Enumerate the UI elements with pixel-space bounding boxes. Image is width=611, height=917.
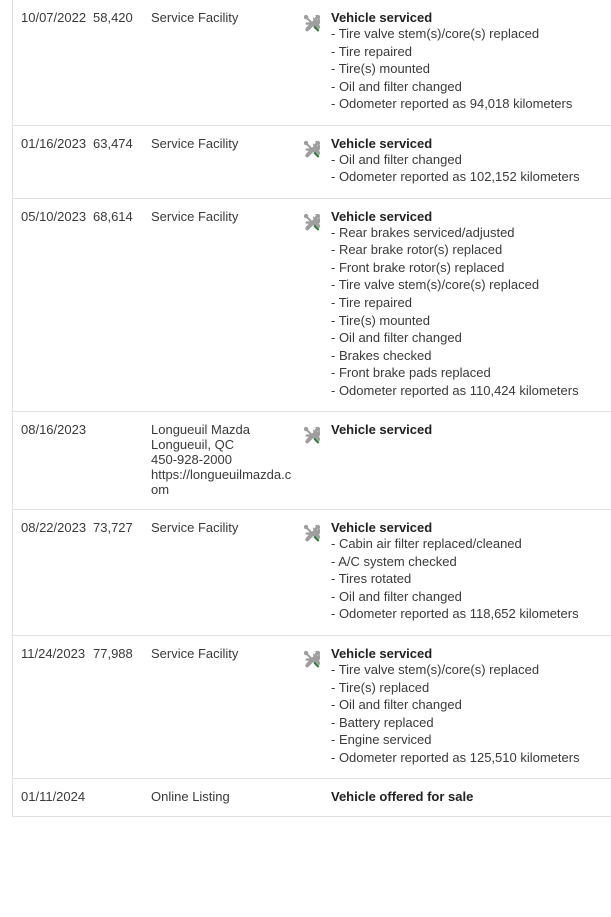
detail-line: - A/C system checked [331, 553, 611, 571]
date-cell: 08/22/2023 [21, 520, 93, 623]
detail-line: - Odometer reported as 110,424 kilometer… [331, 382, 611, 400]
detail-line: - Brakes checked [331, 347, 611, 365]
source-line: Service Facility [151, 646, 293, 661]
detail-line: - Oil and filter changed [331, 78, 611, 96]
icon-cell [301, 646, 331, 766]
event-heading: Vehicle serviced [331, 209, 432, 224]
source-line: Service Facility [151, 209, 293, 224]
detail-line: - Tire(s) replaced [331, 679, 611, 697]
mileage-cell: 68,614 [93, 209, 151, 399]
date-cell: 11/24/2023 [21, 646, 93, 766]
detail-line: - Cabin air filter replaced/cleaned [331, 535, 611, 553]
source-line: https://longueuilmazda.com [151, 467, 293, 497]
detail-line: - Tire valve stem(s)/core(s) replaced [331, 25, 611, 43]
mileage-cell: 73,727 [93, 520, 151, 623]
icon-cell [301, 520, 331, 623]
event-heading: Vehicle serviced [331, 136, 432, 151]
history-row: 11/24/202377,988Service Facility Vehicle… [13, 636, 611, 779]
wrench-icon [301, 211, 323, 233]
detail-line: - Front brake pads replaced [331, 364, 611, 382]
detail-line: - Battery replaced [331, 714, 611, 732]
wrench-icon [301, 12, 323, 34]
source-cell: Service Facility [151, 10, 301, 113]
detail-line: - Rear brake rotor(s) replaced [331, 241, 611, 259]
detail-line: - Oil and filter changed [331, 329, 611, 347]
date-cell: 10/07/2022 [21, 10, 93, 113]
source-cell: Service Facility [151, 136, 301, 186]
detail-line: - Rear brakes serviced/adjusted [331, 224, 611, 242]
icon-cell [301, 422, 331, 497]
date-cell: 08/16/2023 [21, 422, 93, 497]
detail-line: - Tire repaired [331, 294, 611, 312]
source-line: Service Facility [151, 520, 293, 535]
detail-line: - Tire valve stem(s)/core(s) replaced [331, 276, 611, 294]
event-heading: Vehicle serviced [331, 422, 432, 437]
detail-line: - Oil and filter changed [331, 151, 611, 169]
source-line: 450-928-2000 [151, 452, 293, 467]
detail-line: - Tire valve stem(s)/core(s) replaced [331, 661, 611, 679]
event-heading: Vehicle serviced [331, 646, 432, 661]
mileage-cell: 77,988 [93, 646, 151, 766]
event-heading: Vehicle serviced [331, 10, 432, 25]
detail-line: - Oil and filter changed [331, 588, 611, 606]
source-cell: Service Facility [151, 520, 301, 623]
mileage-cell: 63,474 [93, 136, 151, 186]
icon-cell [301, 209, 331, 399]
date-cell: 01/11/2024 [21, 789, 93, 804]
vehicle-history-table: 10/07/202258,420Service Facility Vehicle… [12, 0, 611, 817]
source-cell: Longueuil MazdaLongueuil, QC450-928-2000… [151, 422, 301, 497]
details-cell: Vehicle serviced- Tire valve stem(s)/cor… [331, 646, 611, 766]
history-row: 05/10/202368,614Service Facility Vehicle… [13, 199, 611, 412]
mileage-cell [93, 422, 151, 497]
details-cell: Vehicle serviced- Oil and filter changed… [331, 136, 611, 186]
source-line: Service Facility [151, 136, 293, 151]
source-line: Longueuil, QC [151, 437, 293, 452]
icon-cell [301, 10, 331, 113]
event-heading: Vehicle offered for sale [331, 789, 473, 804]
detail-line: - Oil and filter changed [331, 696, 611, 714]
history-row: 01/11/2024 Online Listing Vehicle offered … [13, 779, 611, 817]
history-row: 08/16/2023 Longueuil MazdaLongueuil, QC45… [13, 412, 611, 510]
details-cell: Vehicle serviced- Tire valve stem(s)/cor… [331, 10, 611, 113]
detail-line: - Odometer reported as 94,018 kilometers [331, 95, 611, 113]
wrench-icon [301, 522, 323, 544]
source-line: Online Listing [151, 789, 293, 804]
mileage-cell: 58,420 [93, 10, 151, 113]
mileage-cell [93, 789, 151, 804]
date-cell: 01/16/2023 [21, 136, 93, 186]
detail-line: - Tires rotated [331, 570, 611, 588]
history-row: 10/07/202258,420Service Facility Vehicle… [13, 0, 611, 126]
detail-line: - Tire(s) mounted [331, 60, 611, 78]
date-cell: 05/10/2023 [21, 209, 93, 399]
wrench-icon [301, 424, 323, 446]
detail-line: - Tire repaired [331, 43, 611, 61]
icon-cell [301, 136, 331, 186]
detail-line: - Engine serviced [331, 731, 611, 749]
detail-line: - Odometer reported as 102,152 kilometer… [331, 168, 611, 186]
details-cell: Vehicle serviced [331, 422, 611, 497]
details-cell: Vehicle serviced- Rear brakes serviced/a… [331, 209, 611, 399]
event-heading: Vehicle serviced [331, 520, 432, 535]
detail-line: - Tire(s) mounted [331, 312, 611, 330]
source-cell: Online Listing [151, 789, 301, 804]
detail-line: - Odometer reported as 118,652 kilometer… [331, 605, 611, 623]
detail-line: - Front brake rotor(s) replaced [331, 259, 611, 277]
wrench-icon [301, 648, 323, 670]
details-cell: Vehicle serviced- Cabin air filter repla… [331, 520, 611, 623]
source-cell: Service Facility [151, 646, 301, 766]
wrench-icon [301, 138, 323, 160]
detail-line: - Odometer reported as 125,510 kilometer… [331, 749, 611, 767]
icon-cell [301, 789, 331, 804]
source-line: Longueuil Mazda [151, 422, 293, 437]
source-line: Service Facility [151, 10, 293, 25]
source-cell: Service Facility [151, 209, 301, 399]
history-row: 01/16/202363,474Service Facility Vehicle… [13, 126, 611, 199]
details-cell: Vehicle offered for sale [331, 789, 611, 804]
history-row: 08/22/202373,727Service Facility Vehicle… [13, 510, 611, 636]
